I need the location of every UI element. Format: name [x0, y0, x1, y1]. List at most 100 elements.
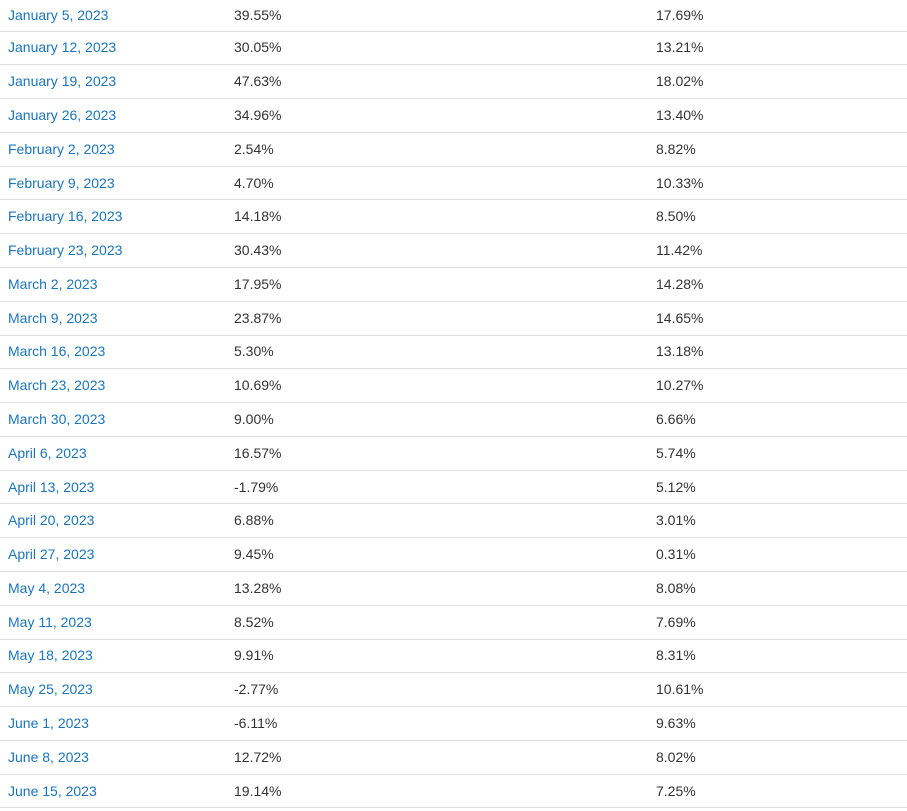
date-link[interactable]: February 2, 2023	[8, 140, 115, 157]
value2-cell: 9.63%	[648, 706, 907, 741]
table-row: June 15, 2023 19.14% 7.25%	[0, 774, 907, 809]
value1-cell: 2.54%	[226, 132, 648, 167]
date-cell: March 30, 2023	[0, 402, 226, 437]
date-cell: May 18, 2023	[0, 639, 226, 674]
date-link[interactable]: April 6, 2023	[8, 444, 87, 461]
value2-cell: 14.28%	[648, 267, 907, 302]
date-link[interactable]: March 30, 2023	[8, 410, 106, 427]
table-row: May 4, 2023 13.28% 8.08%	[0, 571, 907, 606]
value2-cell: 10.33%	[648, 166, 907, 201]
date-link[interactable]: May 11, 2023	[8, 613, 92, 630]
table-row: January 26, 2023 34.96% 13.40%	[0, 98, 907, 133]
value2-cell: 13.18%	[648, 335, 907, 370]
date-link[interactable]: June 1, 2023	[8, 715, 89, 732]
value1-cell: 16.57%	[226, 436, 648, 471]
value2-cell: 14.65%	[648, 301, 907, 336]
table-row: March 2, 2023 17.95% 14.28%	[0, 267, 907, 302]
date-cell: May 25, 2023	[0, 672, 226, 708]
value1-cell: -1.79%	[226, 470, 648, 505]
value2-cell: 8.50%	[648, 199, 907, 235]
table-row: January 5, 2023 39.55% 17.69%	[0, 0, 907, 32]
date-link[interactable]: April 20, 2023	[8, 512, 95, 529]
value1-cell: 30.05%	[226, 31, 648, 66]
value1-cell: 13.28%	[226, 571, 648, 606]
date-link[interactable]: February 9, 2023	[8, 174, 115, 191]
table-row: February 9, 2023 4.70% 10.33%	[0, 166, 907, 201]
table-row: June 1, 2023 -6.11% 9.63%	[0, 706, 907, 741]
date-link[interactable]: April 13, 2023	[8, 478, 95, 495]
table-row: April 20, 2023 6.88% 3.01%	[0, 503, 907, 539]
value2-cell: 0.31%	[648, 537, 907, 572]
table-row: May 11, 2023 8.52% 7.69%	[0, 605, 907, 640]
value2-cell: 18.02%	[648, 64, 907, 100]
date-link[interactable]: March 16, 2023	[8, 343, 106, 360]
table-row: May 25, 2023 -2.77% 10.61%	[0, 672, 907, 708]
date-cell: June 8, 2023	[0, 740, 226, 775]
value2-cell: 5.12%	[648, 470, 907, 505]
value1-cell: 5.30%	[226, 335, 648, 370]
table-row: March 16, 2023 5.30% 13.18%	[0, 335, 907, 370]
date-link[interactable]: May 18, 2023	[8, 647, 93, 664]
table-row: March 9, 2023 23.87% 14.65%	[0, 301, 907, 336]
date-cell: March 16, 2023	[0, 335, 226, 370]
date-cell: June 15, 2023	[0, 774, 226, 809]
table-row: March 30, 2023 9.00% 6.66%	[0, 402, 907, 437]
date-cell: April 6, 2023	[0, 436, 226, 471]
table-row: January 12, 2023 30.05% 13.21%	[0, 31, 907, 66]
value2-cell: 13.40%	[648, 98, 907, 133]
value2-cell: 7.69%	[648, 605, 907, 640]
value1-cell: 9.91%	[226, 639, 648, 674]
date-link[interactable]: June 15, 2023	[8, 782, 97, 799]
date-link[interactable]: April 27, 2023	[8, 546, 95, 563]
table-row: March 23, 2023 10.69% 10.27%	[0, 368, 907, 404]
value2-cell: 17.69%	[648, 0, 907, 32]
value1-cell: 19.14%	[226, 774, 648, 809]
table-row: June 8, 2023 12.72% 8.02%	[0, 740, 907, 775]
date-cell: January 19, 2023	[0, 64, 226, 100]
date-link[interactable]: January 19, 2023	[8, 73, 117, 90]
date-link[interactable]: January 12, 2023	[8, 39, 117, 56]
date-cell: January 5, 2023	[0, 0, 226, 32]
table-row: April 6, 2023 16.57% 5.74%	[0, 436, 907, 471]
date-cell: May 4, 2023	[0, 571, 226, 606]
date-cell: May 11, 2023	[0, 605, 226, 640]
date-link[interactable]: March 2, 2023	[8, 275, 98, 292]
value2-cell: 11.42%	[648, 233, 907, 268]
value1-cell: -2.77%	[226, 672, 648, 708]
value2-cell: 6.66%	[648, 402, 907, 437]
date-link[interactable]: February 23, 2023	[8, 242, 123, 259]
date-cell: February 23, 2023	[0, 233, 226, 268]
date-cell: June 1, 2023	[0, 706, 226, 741]
table-row: April 13, 2023 -1.79% 5.12%	[0, 470, 907, 505]
value2-cell: 3.01%	[648, 503, 907, 539]
value2-cell: 7.25%	[648, 774, 907, 809]
value1-cell: 47.63%	[226, 64, 648, 100]
value1-cell: 14.18%	[226, 199, 648, 235]
value1-cell: 34.96%	[226, 98, 648, 133]
date-link[interactable]: May 25, 2023	[8, 681, 93, 698]
date-cell: March 2, 2023	[0, 267, 226, 302]
table-row: February 2, 2023 2.54% 8.82%	[0, 132, 907, 167]
date-link[interactable]: February 16, 2023	[8, 208, 123, 225]
date-cell: March 9, 2023	[0, 301, 226, 336]
value2-cell: 8.08%	[648, 571, 907, 606]
date-link[interactable]: June 8, 2023	[8, 748, 89, 765]
table-row: February 16, 2023 14.18% 8.50%	[0, 199, 907, 235]
value2-cell: 10.61%	[648, 672, 907, 708]
value1-cell: 8.52%	[226, 605, 648, 640]
date-link[interactable]: May 4, 2023	[8, 579, 86, 596]
value1-cell: 30.43%	[226, 233, 648, 268]
value1-cell: 6.88%	[226, 503, 648, 539]
date-link[interactable]: March 23, 2023	[8, 377, 106, 394]
date-link[interactable]: January 5, 2023	[8, 6, 109, 23]
date-cell: March 23, 2023	[0, 368, 226, 404]
value2-cell: 8.02%	[648, 740, 907, 775]
table-row: January 19, 2023 47.63% 18.02%	[0, 64, 907, 100]
value1-cell: 23.87%	[226, 301, 648, 336]
date-link[interactable]: March 9, 2023	[8, 309, 98, 326]
value1-cell: 17.95%	[226, 267, 648, 302]
date-link[interactable]: January 26, 2023	[8, 106, 117, 123]
date-cell: April 13, 2023	[0, 470, 226, 505]
